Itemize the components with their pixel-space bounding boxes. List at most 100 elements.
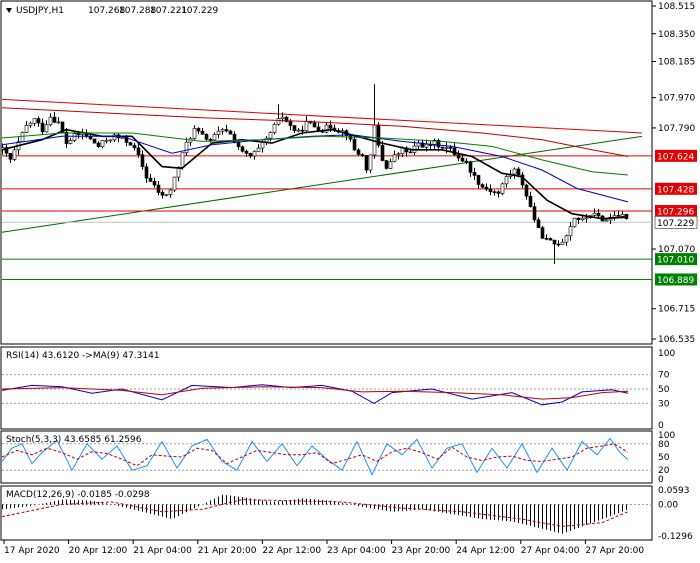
- candle-body: [60, 121, 65, 133]
- candle-body: [44, 124, 49, 133]
- level-label: 107.428: [657, 185, 694, 195]
- candle-body: [616, 215, 621, 217]
- candle-body: [548, 238, 553, 241]
- candle-body: [128, 142, 133, 146]
- time-axis-tick-label: 27 Apr 20:00: [585, 546, 644, 556]
- candle-body: [240, 146, 245, 152]
- time-axis-tick-label: 21 Apr 20:00: [198, 546, 257, 556]
- candle-body: [460, 157, 465, 162]
- candle-body: [476, 175, 481, 185]
- candle-body: [324, 124, 329, 133]
- moving-average-line: [1, 107, 629, 157]
- candle-body: [612, 215, 617, 218]
- candle-body: [520, 174, 525, 186]
- candle-body: [492, 191, 497, 193]
- candle-body: [184, 141, 189, 153]
- stoch-axis-tick-label: 100: [658, 431, 675, 441]
- rsi-axis-tick-label: 50: [658, 385, 670, 395]
- header-high: 107.288: [119, 6, 156, 16]
- candle-body: [528, 195, 533, 207]
- candle-body: [212, 134, 217, 141]
- level-label-box: [655, 273, 697, 286]
- candle-body: [56, 121, 61, 124]
- candle-body: [228, 130, 233, 135]
- candle-body: [4, 147, 9, 154]
- candle-body: [216, 130, 221, 135]
- candle-body: [584, 217, 589, 220]
- candle-body: [488, 188, 493, 192]
- level-label: 107.296: [657, 208, 694, 218]
- symbol-menu-triangle-icon[interactable]: [6, 8, 12, 13]
- macd-title: MACD(12,26,9) -0.0185 -0.0298: [6, 490, 150, 500]
- candle-body: [284, 116, 289, 122]
- stoch-series-line: [1, 443, 629, 467]
- time-axis: 17 Apr 2020 20 Apr 12:00 21 Apr 04:00 21 Ap…: [3, 540, 644, 556]
- level-label: 107.010: [657, 256, 694, 266]
- current-price-label: 107.229: [657, 219, 694, 229]
- trendline: [1, 135, 643, 233]
- candle-body: [72, 133, 77, 141]
- candle-body: [140, 154, 145, 168]
- rsi-axis-tick-label: 0: [658, 421, 664, 431]
- price-axis-tick-label: 106.715: [658, 305, 695, 315]
- candle-body: [484, 186, 489, 190]
- level-label-box: [655, 253, 697, 266]
- candle-body: [144, 166, 149, 179]
- candle-body: [396, 153, 401, 156]
- candle-body: [452, 147, 457, 156]
- candle-body: [300, 129, 305, 132]
- candle-body: [296, 129, 301, 132]
- candle-body: [368, 154, 373, 171]
- candle-body: [160, 192, 165, 196]
- candle-body: [292, 125, 297, 131]
- stoch-panel-frame: [0, 430, 653, 484]
- time-axis-tick-label: 23 Apr 04:00: [327, 546, 386, 556]
- candle-body: [52, 116, 57, 123]
- price-axis-tick-label: 108.185: [658, 58, 695, 68]
- time-axis-tick-label: 24 Apr 12:00: [456, 546, 515, 556]
- rsi-panel-frame: [0, 346, 653, 430]
- header-close: 107.229: [181, 6, 218, 16]
- rsi-series-line: [1, 384, 629, 406]
- candle-body: [200, 130, 205, 135]
- candle-body: [576, 217, 581, 220]
- price-axis-tick-label: 107.970: [658, 94, 695, 104]
- candle-body: [8, 152, 13, 160]
- candle-body: [108, 139, 113, 142]
- candle-body: [352, 138, 357, 151]
- candle-body: [516, 168, 521, 176]
- candle-body: [464, 160, 469, 163]
- candle-body: [100, 140, 105, 147]
- candle-body: [32, 118, 37, 124]
- price-axis-tick-label: 106.535: [658, 335, 695, 345]
- candle-body: [540, 227, 545, 239]
- candle-body: [48, 116, 53, 126]
- candle-body: [444, 147, 449, 149]
- candle-body: [40, 122, 45, 133]
- candle-body: [400, 147, 405, 154]
- candle-body: [408, 151, 413, 154]
- candle-body: [264, 137, 269, 143]
- candle-body: [436, 139, 441, 148]
- time-axis-tick-label: 21 Apr 04:00: [133, 546, 192, 556]
- candle-body: [96, 142, 101, 147]
- rsi-axis-tick-label: 30: [658, 399, 670, 409]
- time-axis-tick-label: 27 Apr 04:00: [521, 546, 580, 556]
- time-axis-tick-label: 22 Apr 12:00: [262, 546, 321, 556]
- candle-body: [168, 189, 173, 195]
- candle-body: [580, 217, 585, 220]
- candle-body: [620, 214, 625, 217]
- candle-body: [180, 152, 185, 168]
- candle-body: [204, 133, 209, 140]
- candle-body: [36, 118, 41, 124]
- candle-body: [536, 219, 541, 228]
- candle-body: [592, 212, 597, 216]
- candle-body: [596, 212, 601, 217]
- time-axis-tick-label: 17 Apr 2020: [4, 546, 60, 556]
- header-symbol: USDJPY,H1: [16, 6, 64, 16]
- level-label-box: [655, 182, 697, 195]
- candle-body: [92, 138, 97, 144]
